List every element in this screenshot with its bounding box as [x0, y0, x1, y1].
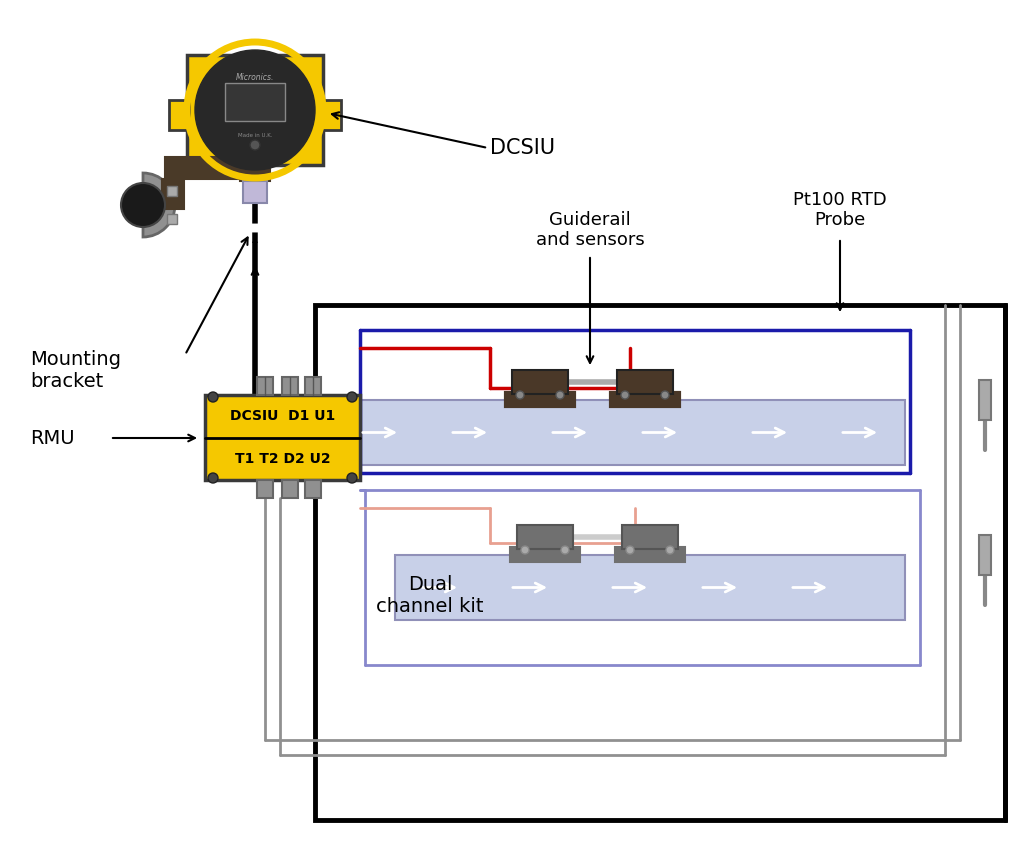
Bar: [315, 305, 1005, 820]
Bar: [610, 392, 680, 407]
Bar: [305, 480, 321, 498]
Text: T1 T2 D2 U2: T1 T2 D2 U2: [234, 452, 331, 466]
Bar: [165, 157, 265, 179]
Circle shape: [621, 391, 629, 399]
Text: Pt100 RTD
Probe: Pt100 RTD Probe: [794, 190, 887, 229]
Circle shape: [561, 546, 569, 554]
Text: Micronics.: Micronics.: [236, 72, 274, 82]
Circle shape: [521, 546, 529, 554]
Bar: [505, 392, 575, 407]
Circle shape: [626, 546, 634, 554]
Bar: [282, 377, 298, 395]
Bar: [510, 547, 580, 562]
Bar: [512, 370, 568, 394]
Circle shape: [208, 473, 218, 483]
Bar: [167, 214, 177, 224]
Circle shape: [516, 391, 524, 399]
Wedge shape: [143, 173, 175, 237]
Bar: [162, 179, 184, 209]
Circle shape: [195, 50, 315, 170]
Bar: [225, 83, 285, 121]
Bar: [187, 55, 323, 165]
Text: Guiderail
and sensors: Guiderail and sensors: [536, 211, 644, 250]
Bar: [315, 400, 905, 465]
Text: Dual
channel kit: Dual channel kit: [376, 575, 483, 616]
Circle shape: [347, 473, 357, 483]
Text: DCSIU: DCSIU: [490, 138, 555, 158]
Circle shape: [121, 183, 165, 227]
Circle shape: [666, 546, 674, 554]
Text: RMU: RMU: [30, 429, 75, 447]
Circle shape: [250, 140, 260, 150]
Bar: [615, 547, 685, 562]
Bar: [610, 392, 680, 407]
Bar: [321, 100, 341, 130]
Circle shape: [208, 392, 218, 402]
Bar: [617, 370, 673, 394]
Bar: [517, 525, 573, 549]
Bar: [979, 535, 991, 575]
Text: Mounting
bracket: Mounting bracket: [30, 350, 121, 391]
Text: DCSIU  D1 U1: DCSIU D1 U1: [229, 409, 335, 424]
Bar: [243, 181, 267, 203]
Bar: [240, 163, 270, 181]
Circle shape: [556, 391, 564, 399]
Bar: [205, 395, 360, 480]
Circle shape: [347, 392, 357, 402]
Circle shape: [662, 391, 669, 399]
Bar: [505, 392, 575, 407]
Bar: [395, 555, 905, 620]
Bar: [167, 186, 177, 196]
Bar: [282, 480, 298, 498]
Bar: [257, 377, 273, 395]
Bar: [979, 380, 991, 420]
Bar: [622, 525, 678, 549]
Text: Made in U.K.: Made in U.K.: [238, 132, 272, 138]
Bar: [169, 100, 189, 130]
Bar: [257, 480, 273, 498]
Bar: [305, 377, 321, 395]
